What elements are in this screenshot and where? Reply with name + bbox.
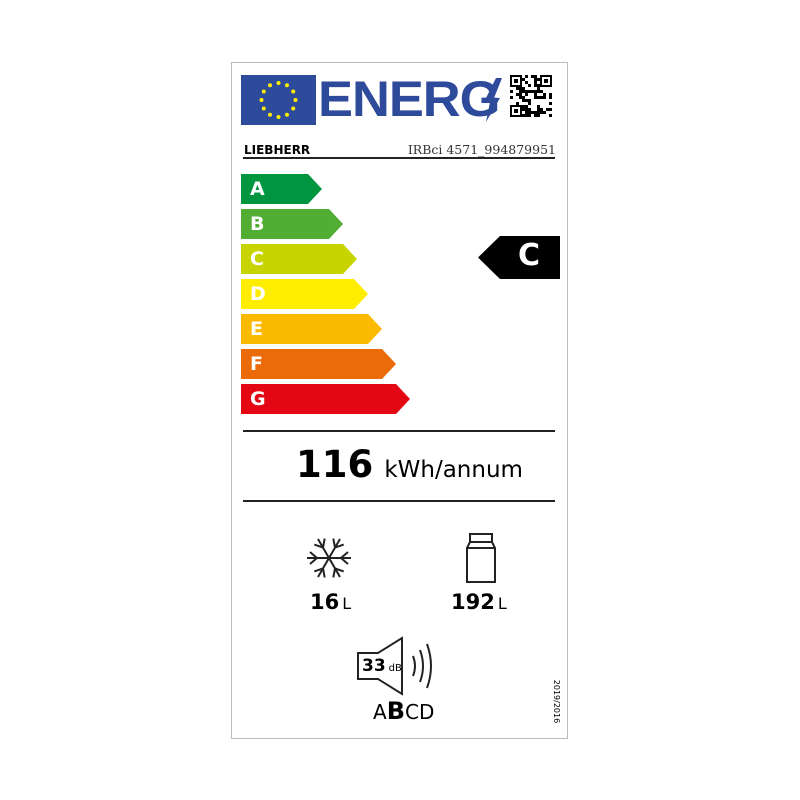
noise-class-scale: ABCD <box>373 697 434 725</box>
energy-class-label: A <box>250 178 265 200</box>
freezer-value: 16 <box>310 590 340 614</box>
energy-class-bar-e <box>241 314 382 344</box>
energy-class-bar-a <box>241 174 322 204</box>
fridge-value: 192 <box>451 590 495 614</box>
fridge-unit: L <box>497 594 507 613</box>
consumption-unit: kWh/annum <box>384 457 523 483</box>
energy-class-label: G <box>250 388 266 410</box>
energy-logo-text: ENERG <box>318 71 501 127</box>
eu-flag-icon <box>241 75 316 125</box>
energy-class-bar-g <box>241 384 410 414</box>
energy-label-frame <box>231 62 568 739</box>
noise-class: A <box>373 700 387 724</box>
noise-class: CD <box>404 700 435 724</box>
fridge-volume: 192 L <box>451 590 507 614</box>
rating-class: C <box>518 238 541 273</box>
fridge-icon <box>466 533 496 583</box>
energy-class-bar-d <box>241 279 368 309</box>
energy-class-bar-f <box>241 349 396 379</box>
speaker-icon <box>357 636 432 696</box>
freezer-volume: 16 L <box>310 590 351 614</box>
freezer-unit: L <box>342 594 352 613</box>
rating-arrow <box>478 236 560 279</box>
lightning-icon <box>484 78 502 122</box>
energy-class-label: B <box>250 213 265 235</box>
energy-consumption: 116 kWh/annum <box>296 443 523 486</box>
noise-value: 33 dB <box>362 656 402 676</box>
divider <box>243 430 555 432</box>
qr-code-icon <box>510 75 552 117</box>
consumption-value: 116 <box>296 443 374 486</box>
energy-class-label: C <box>250 248 264 270</box>
brand-name: LIEBHERR <box>244 143 311 157</box>
energy-class-label: F <box>250 353 263 375</box>
noise-class-current: B <box>386 697 405 725</box>
energy-class-bar-c <box>241 244 357 274</box>
regulation-number: 2019/2016 <box>552 679 562 724</box>
energy-class-bar-b <box>241 209 343 239</box>
energy-class-label: D <box>250 283 266 305</box>
noise-db: 33 <box>362 656 386 676</box>
model-number: IRBci 4571_994879951 <box>407 142 556 157</box>
snowflake-icon <box>307 538 351 578</box>
divider <box>243 500 555 502</box>
noise-unit: dB <box>388 663 402 674</box>
header-divider <box>243 157 555 159</box>
energy-class-label: E <box>250 318 263 340</box>
